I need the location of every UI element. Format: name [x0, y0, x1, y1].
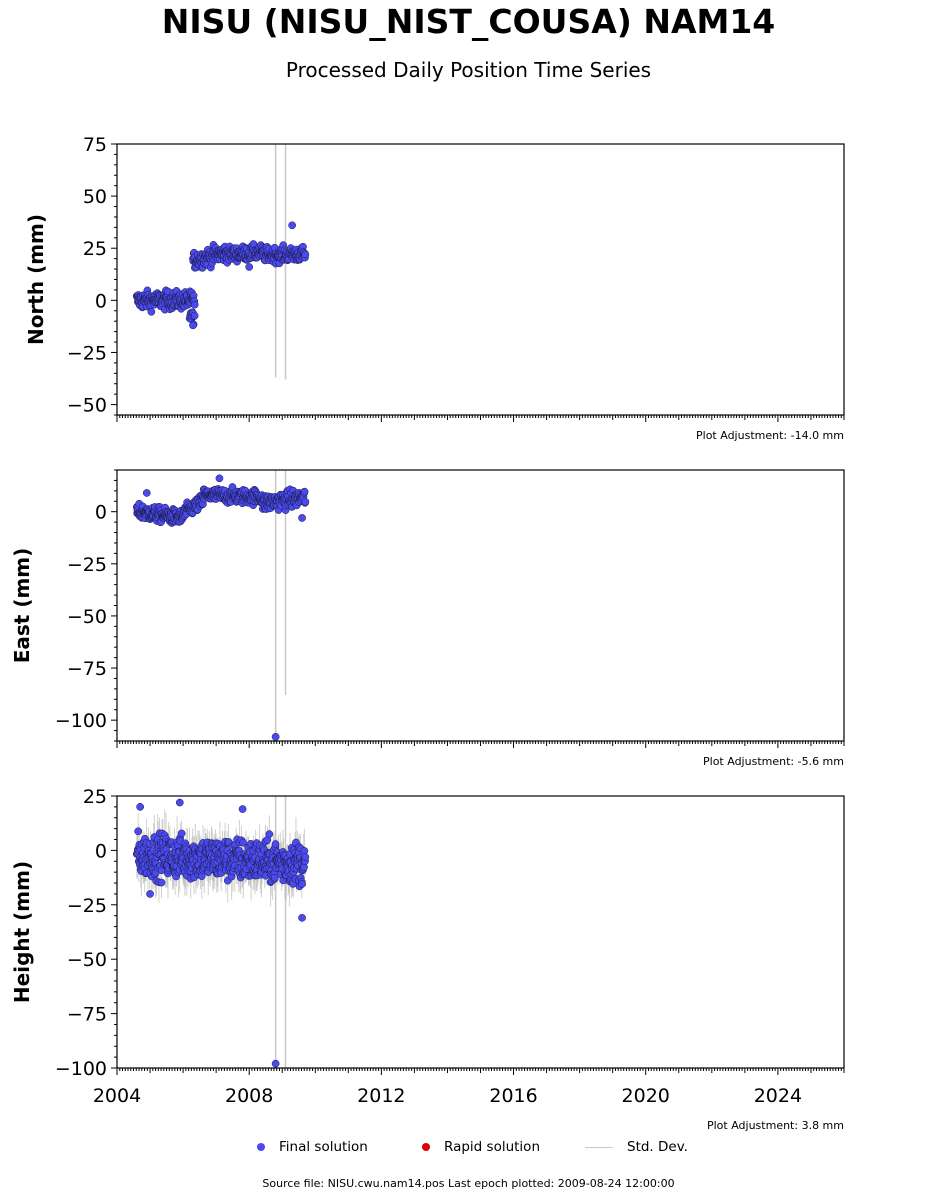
height-point: [270, 873, 279, 882]
legend: Final solution Rapid solution Std. Dev.: [0, 1137, 937, 1159]
north-plot-adjustment: Plot Adjustment: -14.0 mm: [696, 429, 844, 442]
height-point: [298, 880, 306, 888]
height-x-tick-label: 2016: [489, 1085, 537, 1107]
north-y-tick-label: 50: [83, 186, 107, 208]
north-y-tick-label: −25: [67, 342, 107, 364]
north-data: [132, 144, 310, 380]
east-axes-frame: [116, 469, 845, 742]
east-point: [142, 489, 151, 497]
height-point: [177, 829, 186, 838]
east-y-tick-label: −100: [55, 710, 107, 732]
height-y-tick-label: −100: [55, 1058, 107, 1080]
height-point: [298, 914, 306, 922]
north-point: [147, 307, 156, 316]
legend-rapid: Rapid solution: [422, 1137, 540, 1157]
height-point: [157, 878, 166, 887]
north-y-tick-label: 25: [83, 238, 107, 260]
height-point: [265, 830, 274, 838]
height-y-tick-label: 0: [95, 840, 107, 862]
north-axes-frame: [116, 143, 845, 416]
east-y-tick-label: −25: [67, 554, 107, 576]
legend-std: Std. Dev.: [585, 1137, 688, 1157]
north-y-tick-label: 0: [95, 290, 107, 312]
height-y-tick-label: 25: [83, 786, 107, 808]
north-panel: 75 50 25 0 −25 −50 North (mm): [24, 134, 845, 422]
north-y-tick-label: −50: [67, 395, 107, 417]
north-point: [189, 321, 197, 330]
height-data: [132, 796, 310, 1068]
north-point: [190, 311, 199, 320]
height-point: [136, 803, 144, 811]
height-y-tick-label: −50: [67, 949, 107, 971]
std-dev-line-marker: [585, 1146, 613, 1148]
height-x-tick-label: 2012: [357, 1085, 405, 1107]
height-point: [238, 805, 247, 813]
chart-title: NISU (NISU_NIST_COUSA) NAM14: [161, 2, 776, 41]
east-y-tick-label: −75: [67, 658, 107, 680]
height-x-tick-label: 2024: [754, 1085, 802, 1107]
height-point: [301, 853, 310, 861]
east-point: [215, 474, 224, 483]
chart-subtitle: Processed Daily Position Time Series: [285, 58, 652, 82]
east-y-tick-label: −50: [67, 606, 107, 628]
height-plot-adjustment: Plot Adjustment: 3.8 mm: [706, 1119, 844, 1132]
north-point: [288, 221, 296, 230]
north-point: [301, 250, 310, 259]
height-point: [271, 1059, 280, 1068]
height-axes-frame: [116, 795, 845, 1069]
legend-final-label: Final solution: [279, 1139, 368, 1155]
east-point: [301, 497, 310, 506]
height-y-axis-label: Height (mm): [10, 861, 34, 1003]
north-y-axis-label: North (mm): [24, 214, 48, 345]
east-y-tick-label: 0: [95, 502, 107, 524]
height-point: [239, 838, 247, 847]
east-panel: 0 −25 −50 −75 −100 East (mm): [10, 469, 845, 748]
height-x-tick-label: 2004: [93, 1085, 141, 1107]
east-data: [132, 470, 310, 741]
source-note: Source file: NISU.cwu.nam14.pos Last epo…: [262, 1177, 675, 1190]
height-panel: 25 0 −25 −50 −75 −100 Height (mm) 2004 2008 2012 2…: [10, 786, 845, 1107]
north-point: [190, 300, 199, 309]
legend-final: Final solution: [257, 1137, 368, 1157]
north-point: [245, 263, 254, 271]
height-y-tick-label: −25: [67, 895, 107, 917]
height-x-tick-label: 2008: [225, 1085, 273, 1107]
rapid-solution-marker: [422, 1143, 430, 1151]
legend-rapid-label: Rapid solution: [444, 1139, 540, 1155]
east-point: [300, 487, 309, 496]
east-point: [298, 514, 306, 522]
east-plot-adjustment: Plot Adjustment: -5.6 mm: [703, 755, 844, 768]
height-y-tick-label: −75: [67, 1004, 107, 1026]
height-x-tick-label: 2020: [622, 1085, 670, 1107]
final-solution-marker: [257, 1143, 265, 1151]
legend-std-label: Std. Dev.: [627, 1139, 688, 1155]
height-point: [175, 798, 184, 807]
height-point: [146, 890, 154, 898]
north-y-tick-label: 75: [83, 134, 107, 156]
height-point: [134, 827, 142, 836]
east-y-axis-label: East (mm): [10, 548, 34, 664]
east-point: [271, 732, 280, 741]
height-point: [271, 840, 280, 848]
